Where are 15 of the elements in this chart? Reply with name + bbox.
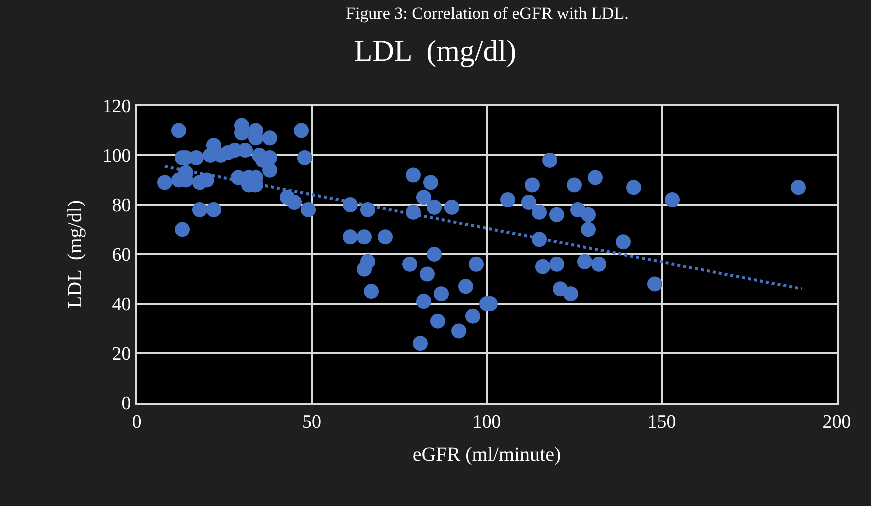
- y-tick-label: 80: [112, 196, 132, 217]
- chart-title: LDL (mg/dl): [354, 35, 517, 68]
- y-tick-label: 0: [122, 394, 132, 415]
- x-tick-label: 100: [472, 412, 502, 433]
- caption: Figure 3: Correlation of eGFR with LDL.: [346, 4, 629, 23]
- x-axis-title: eGFR (ml/minute): [412, 444, 562, 466]
- y-tick-label: 120: [102, 96, 132, 118]
- y-tick-label: 100: [102, 146, 132, 168]
- y-tick-label: 40: [112, 294, 132, 316]
- y-tick-label: 60: [112, 245, 132, 266]
- x-tick-label: 200: [822, 412, 852, 433]
- y-tick-label: 20: [112, 344, 132, 366]
- x-tick-label: 50: [302, 412, 322, 433]
- x-tick-label: 150: [648, 412, 676, 433]
- y-axis-title: LDL (mg/dl): [64, 200, 87, 309]
